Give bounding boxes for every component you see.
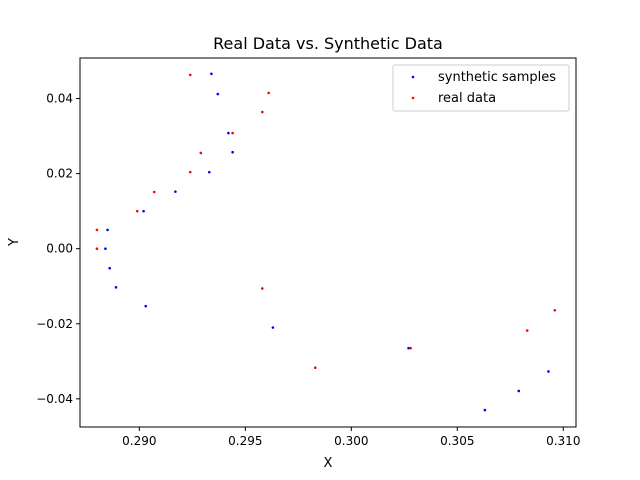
synthetic-point: [210, 72, 213, 76]
synthetic-point: [517, 389, 521, 393]
synthetic-point: [407, 346, 410, 350]
real-point: [313, 366, 317, 369]
real-point: [135, 209, 139, 213]
x-tick-label: 0.305: [440, 434, 474, 448]
legend: synthetic samples real data: [392, 64, 570, 112]
synthetic-point: [142, 209, 145, 213]
x-tick-label: 0.310: [546, 434, 580, 448]
real-point: [188, 170, 192, 174]
plot-frame: [79, 57, 577, 428]
x-tick-label: 0.295: [228, 434, 262, 448]
chart-title: Real Data vs. Synthetic Data: [213, 34, 443, 53]
y-axis-ticks: −0.04 −0.02 0.00 0.02 0.04: [36, 92, 80, 406]
legend-label-synthetic: synthetic samples: [438, 70, 556, 85]
real-point: [553, 308, 557, 312]
real-point: [260, 287, 264, 290]
x-tick-label: 0.300: [334, 434, 368, 448]
synthetic-point: [104, 247, 107, 250]
real-point: [525, 329, 529, 332]
real-point: [152, 190, 156, 194]
synthetic-point: [108, 266, 111, 270]
synthetic-point: [231, 150, 234, 154]
y-axis-label: Y: [7, 238, 22, 247]
legend-marker-real: [411, 96, 415, 100]
synthetic-point: [207, 170, 211, 174]
legend-box: [392, 64, 570, 112]
synthetic-point: [547, 370, 550, 373]
real-point: [95, 228, 99, 232]
y-tick-label: 0.00: [46, 242, 73, 256]
real-point: [409, 346, 412, 350]
real-point: [231, 131, 234, 135]
real-point: [95, 247, 99, 250]
synthetic-point: [216, 92, 220, 96]
real-point: [260, 110, 264, 114]
real-point: [267, 91, 270, 95]
y-tick-label: 0.04: [46, 92, 73, 106]
x-tick-label: 0.290: [122, 434, 156, 448]
legend-marker-synthetic: [411, 75, 415, 79]
synthetic-point: [227, 131, 230, 135]
y-tick-label: 0.02: [46, 167, 73, 181]
data-points: [95, 72, 557, 412]
synthetic-point: [483, 408, 487, 412]
real-point: [188, 73, 192, 77]
x-axis-label: X: [324, 456, 333, 471]
y-tick-label: −0.04: [36, 392, 73, 406]
synthetic-point: [174, 190, 177, 193]
legend-label-real: real data: [438, 91, 496, 106]
synthetic-point: [271, 326, 275, 329]
synthetic-point: [144, 304, 148, 308]
real-point: [199, 151, 203, 155]
x-axis-ticks: 0.290 0.295 0.300 0.305 0.310: [122, 427, 580, 448]
synthetic-point: [106, 228, 109, 232]
y-tick-label: −0.02: [36, 317, 73, 331]
synthetic-point: [114, 286, 118, 289]
